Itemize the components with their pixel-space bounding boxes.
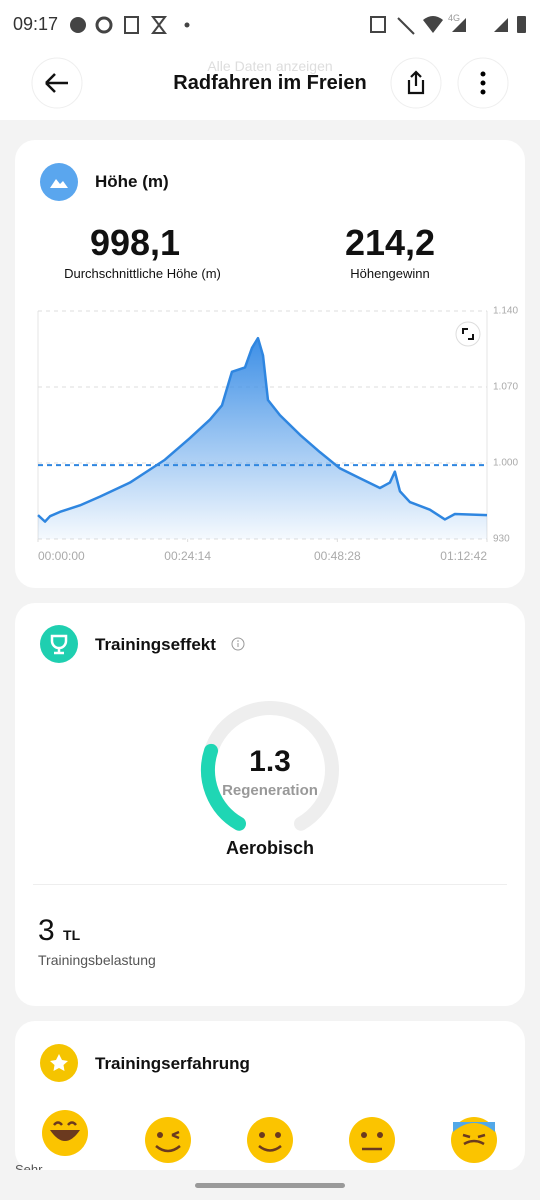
divider: [33, 884, 507, 885]
home-indicator[interactable]: [195, 1183, 345, 1188]
y-tick-label: 1.000: [493, 458, 518, 469]
y-tick-label: 930: [493, 534, 510, 545]
emoji[interactable]: [42, 1110, 88, 1156]
stat-label: Durchschnittliche Höhe (m): [64, 266, 221, 281]
stat-label: Höhengewinn: [350, 266, 430, 281]
x-tick-label: 00:24:14: [164, 549, 211, 563]
header-title: Radfahren im Freien: [173, 72, 367, 94]
x-tick-label: 01:12:42: [440, 549, 487, 563]
x-tick-label: 00:48:28: [314, 549, 361, 563]
header-buttons: [31, 57, 509, 109]
load-number: 3: [38, 914, 55, 947]
load-value: 3 TL: [38, 914, 80, 948]
info-icon[interactable]: [231, 637, 245, 651]
top-area: [0, 0, 540, 120]
emoji-row: [42, 1110, 497, 1163]
load-unit: TL: [63, 927, 81, 943]
x-tick-label: 00:00:00: [38, 549, 85, 563]
card-title: Trainingserfahrung: [95, 1054, 250, 1073]
stat-value: 214,2: [344, 222, 436, 263]
emoji[interactable]: [451, 1117, 497, 1163]
status-time: 09:17: [13, 14, 59, 34]
training-card: [15, 603, 525, 1006]
gauge-value: 1.3: [249, 745, 291, 778]
y-tick-label: 1.070: [493, 382, 518, 393]
emoji[interactable]: [247, 1117, 293, 1163]
network-type: 4G: [448, 13, 461, 23]
y-tick-label: 1.140: [493, 306, 518, 317]
gauge-value-arc: [201, 743, 246, 831]
card-title: Trainingseffekt: [95, 635, 216, 654]
star-icon: [40, 1044, 78, 1082]
line: [37, 336, 488, 523]
behind-text: Alle Daten anzeigen: [207, 58, 333, 74]
trophy-icon: [40, 625, 78, 663]
type-label: Aerobisch: [225, 838, 315, 858]
emoji[interactable]: [349, 1117, 395, 1163]
gauge: [201, 701, 339, 831]
card-title: Höhe (m): [95, 172, 169, 191]
gauge-label: Regeneration: [222, 782, 318, 799]
status-icons: [70, 16, 526, 35]
altitude-icon: [40, 163, 78, 201]
stat-value: 998,1: [89, 222, 181, 263]
area-fill: [38, 338, 487, 539]
altitude-chart: 930 1.000 1.070 1.140 00:00:00 00:24:14 00:48:…: [37, 306, 518, 563]
emoji[interactable]: [145, 1117, 191, 1163]
load-label: Trainingsbelastung: [38, 952, 156, 968]
